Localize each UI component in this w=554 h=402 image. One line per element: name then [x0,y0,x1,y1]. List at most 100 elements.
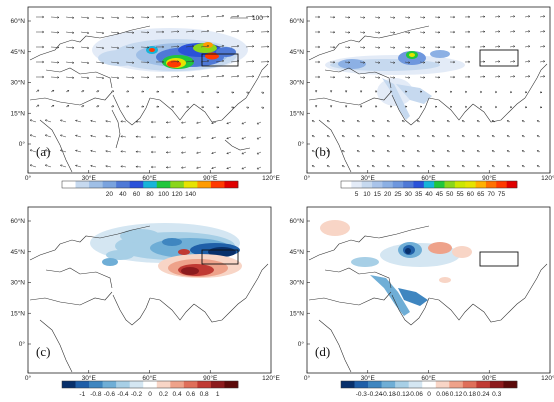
colorbar-swatch [89,381,103,388]
wind-vector-head [438,76,441,79]
colorbar-swatch [496,181,507,188]
wind-vector-shaft [256,151,262,155]
map-frame [307,207,550,373]
wind-vector-head [165,136,169,139]
wind-vector-head [36,104,40,107]
wind-vector-head [344,105,348,108]
wind-vector-shaft [65,61,75,64]
wind-vector-shaft [105,165,112,168]
wind-vector-head [207,59,210,63]
wind-vector-head [246,91,250,94]
lat-tick-label: 30°N [10,79,25,87]
wind-vector-head [491,120,495,123]
wind-vector-head [416,150,420,153]
colorbar-tick-label: 40 [425,191,433,198]
wind-vector-head [252,60,255,63]
colorbar-swatch [116,181,130,188]
wind-vector-head [356,120,360,123]
lon-tick-label: 120°E [541,174,554,182]
wind-vector-head [513,45,516,48]
wind-vector-head [510,90,513,94]
wind-vector-shaft [476,150,481,153]
wind-vector-shaft [245,15,255,18]
wind-vector-head [363,61,366,64]
wind-vector-head [59,134,63,137]
wind-vector-head [147,31,150,34]
wind-vector-head [44,164,48,167]
wind-vector-head [438,61,441,64]
wind-vector-head [408,16,411,19]
colorbar-swatch [413,181,425,188]
wind-vector-shaft [401,135,406,138]
wind-vector-head [491,135,495,138]
colorbar-tick-label: 0.18 [463,391,476,398]
colorbar-swatch [183,381,198,388]
colorbar-tick-label: -0.4 [117,391,129,398]
colorbar-tick-label: 140 [185,191,196,198]
wind-vector-head [102,46,105,50]
lon-tick-label: 90°E [203,374,218,382]
wind-vector-head [237,44,240,48]
lat-tick-label: 0° [19,340,26,348]
wind-vector-shaft [374,61,381,64]
wind-vector-head [356,165,360,168]
wind-vector-head [267,30,270,33]
wind-vector-head [267,45,270,48]
wind-vector-head [117,16,120,20]
wind-vector-shaft [491,150,496,153]
wind-vector-shaft [539,30,546,33]
wind-vector-head [311,120,315,123]
wind-vector-shaft [185,75,195,78]
wind-vector-head [177,30,180,33]
colorbar-outline [61,380,239,389]
lat-tick-label: 0° [298,140,305,148]
colorbar-swatch [476,381,491,388]
wind-vector-shaft [311,165,316,168]
wind-vector-shaft [371,135,376,138]
wind-vector-head [150,135,153,139]
wind-vector-head [491,165,495,168]
wind-vector-head [42,75,45,79]
wind-vector-shaft [226,151,232,154]
colorbar-swatch [170,181,185,188]
wind-vector-shaft [80,76,90,79]
wind-vector-head [525,105,528,109]
wind-vector-shaft [521,165,526,168]
wind-vector-shaft [256,121,262,125]
wind-vector-shaft [371,165,376,168]
colorbar-swatch [506,181,518,188]
wind-vector-shaft [356,165,361,168]
wind-vector-shaft [404,31,411,33]
wind-vector-shaft [29,149,37,153]
colorbar-tick-label: 0 [148,391,152,398]
wind-vector-head [536,120,540,123]
wind-vector-shaft [200,30,210,33]
lon-tick-label: 30°E [361,374,376,382]
wind-vector-head [192,75,195,78]
wind-vector-head [416,165,420,168]
wind-vector-head [348,61,351,64]
wind-vector-shaft [539,75,546,78]
wind-vector-head [135,150,138,153]
wind-vector-shaft [419,76,426,78]
wind-vector-shaft [416,150,421,153]
wind-vector-shaft [50,104,55,108]
wind-vector-head [87,61,90,65]
wind-vector-head [476,135,480,138]
wind-vector-head [435,105,438,109]
wind-vector-shaft [401,165,406,168]
wind-vector-head [341,120,345,123]
wind-vector-head [450,105,453,109]
colorbar-swatch [156,181,171,188]
wind-vector-shaft [524,30,531,33]
wind-vector-shaft [359,31,366,33]
wind-vector-head [333,15,336,19]
lon-tick-label: 30°E [82,374,97,382]
wind-vector-head [180,136,184,139]
wind-vector-head [393,76,396,79]
wind-vector-head [90,134,93,138]
lat-tick-label: 60°N [289,217,304,225]
colorbar-swatch [75,181,90,188]
wind-vector-shaft [461,165,466,168]
colorbar-swatch [475,181,487,188]
